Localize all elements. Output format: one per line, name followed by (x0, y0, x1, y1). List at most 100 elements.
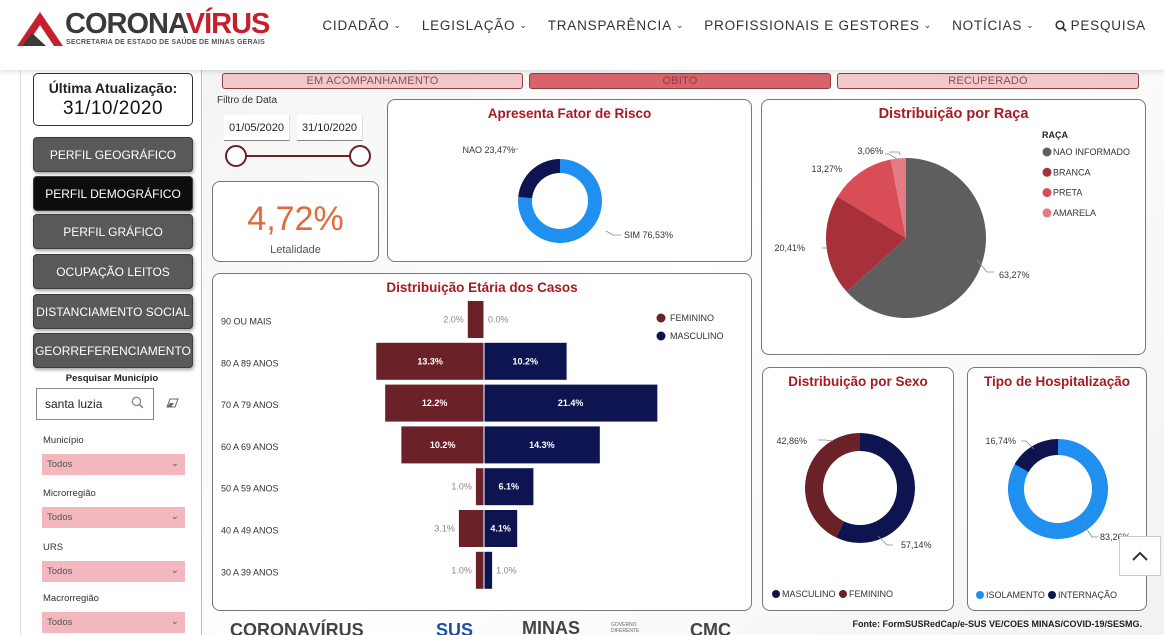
sex-legend-masculino: MASCULINO (782, 589, 836, 599)
age-category-label: 70 A 79 ANOS (221, 400, 279, 410)
filter-select-macrorregiao[interactable]: Todos ⌄ (42, 612, 185, 633)
legend-feminino-dot (839, 590, 847, 598)
race-slice-branca[interactable] (826, 196, 906, 292)
race-slice-amarela[interactable] (890, 158, 906, 238)
race-label-nao-informado: 63,27% (999, 270, 1030, 280)
perfil-geografico-button[interactable]: PERFIL GEOGRÁFICO (33, 137, 193, 172)
age-category-label: 60 A 69 ANOS (221, 442, 279, 452)
age-bar-masculino[interactable] (484, 342, 567, 380)
coronavirus-logo[interactable]: CORONAVÍRUS SECRETARIA DE ESTADO DE SAÚD… (16, 8, 286, 50)
distanciamento-social-button[interactable]: DISTANCIAMENTO SOCIAL (33, 294, 193, 329)
filter-value: Todos (47, 566, 73, 577)
age-bar-feminino[interactable] (475, 551, 484, 589)
footer-sus-logo: SUS (436, 620, 474, 635)
tab-recuperado[interactable]: RECUPERADO (837, 73, 1139, 89)
filter-select-microrregiao[interactable]: Todos ⌄ (42, 507, 185, 528)
municipio-search-input[interactable]: santa luzia (36, 388, 154, 420)
date-filter-label: Filtro de Data (217, 95, 278, 106)
age-value-feminino: 10.2% (430, 440, 456, 450)
sexo-card: Distribuição por Sexo 42,86% 57,14% MASC… (762, 367, 954, 611)
logo-subtitle: SECRETARIA DE ESTADO DE SAÚDE DE MINAS G… (66, 39, 266, 46)
filter-select-municipio[interactable]: Todos ⌄ (42, 454, 185, 475)
date-range-slider[interactable] (224, 144, 374, 168)
age-category-label: 90 OU MAIS (221, 317, 272, 327)
nav-legislacao[interactable]: LEGISLAÇÃO ⌄ (421, 18, 528, 33)
chevron-down-icon: ⌄ (923, 20, 933, 30)
age-value-feminino: 3.1% (434, 524, 455, 534)
filter-value: Todos (47, 512, 73, 523)
age-value-masculino: 21.4% (558, 398, 584, 408)
hosp-legend-isolamento: ISOLAMENTO (986, 590, 1045, 600)
filter-select-urs[interactable]: Todos ⌄ (42, 561, 185, 582)
risk-label-sim: SIM 76,53% (624, 230, 673, 240)
hosp-slice-internacao[interactable] (1014, 439, 1058, 473)
age-value-masculino: 10.2% (513, 356, 539, 366)
age-bar-masculino[interactable] (484, 426, 600, 464)
nav-profissionais[interactable]: PROFISSIONAIS E GESTORES ⌄ (704, 18, 933, 33)
raca-pie: 3,06% 13,27% 20,41% 63,27% RAÇA NAO INFO… (774, 130, 1130, 318)
logo-wordmark: CORONAVÍRUS (65, 8, 270, 40)
letalidade-value: 4,72% (247, 200, 344, 238)
hospitalizacao-card: Tipo de Hospitalização 16,74% 83,26% ISO… (967, 367, 1147, 611)
race-legend-dot (1042, 147, 1052, 157)
hosp-slice-isolamento[interactable] (1008, 439, 1108, 539)
chevron-down-icon: ⌄ (170, 458, 179, 469)
age-bar-masculino[interactable] (484, 468, 534, 506)
age-value-feminino: 2.0% (443, 315, 464, 325)
last-update-box: Última Atualização: 31/10/2020 (33, 73, 193, 126)
age-bar-feminino[interactable] (458, 510, 484, 547)
logo-triangle-icon (17, 12, 63, 46)
age-category-label: 40 A 49 ANOS (221, 526, 279, 536)
date-slider-start-handle[interactable] (225, 145, 247, 167)
age-bar-feminino[interactable] (401, 426, 484, 464)
age-value-feminino: 1.0% (451, 565, 472, 575)
tab-obito[interactable]: OBITO (529, 73, 831, 89)
race-slice-preta[interactable] (837, 159, 906, 238)
last-update-title: Última Atualização: (48, 80, 178, 96)
sex-slice-feminino[interactable] (805, 433, 860, 538)
etaria-card: Distribuição Etária dos Casos 90 OU MAIS… (212, 273, 752, 611)
scroll-to-top-button[interactable] (1119, 536, 1161, 576)
last-update-date: 31/10/2020 (62, 98, 164, 119)
date-end-input[interactable]: 31/10/2020 (297, 115, 363, 141)
age-value-masculino: 14.3% (529, 440, 555, 450)
age-bar-masculino[interactable] (484, 510, 518, 547)
race-legend-dot (1042, 188, 1052, 198)
race-legend-label: NAO INFORMADO (1053, 147, 1130, 157)
date-start-input[interactable]: 01/05/2020 (224, 115, 290, 141)
age-bar-feminino[interactable] (385, 384, 484, 422)
search-icon[interactable] (131, 396, 144, 409)
nav-transparencia[interactable]: TRANSPARÊNCIA ⌄ (547, 18, 685, 33)
nav-cidadao[interactable]: CIDADÃO ⌄ (322, 18, 402, 33)
perfil-demografico-button[interactable]: PERFIL DEMOGRÁFICO (33, 176, 193, 211)
age-value-masculino: 4.1% (490, 524, 511, 534)
risk-slice-sim[interactable] (518, 159, 602, 243)
chevron-down-icon: ⌄ (170, 616, 179, 627)
age-bar-feminino[interactable] (475, 468, 484, 506)
age-bar-feminino[interactable] (467, 301, 484, 338)
ocupacao-leitos-button[interactable]: OCUPAÇÃO LEITOS (33, 254, 193, 289)
nav-noticias[interactable]: NOTÍCIAS ⌄ (952, 18, 1035, 33)
tab-em-acompanhamento[interactable]: EM ACOMPANHAMENTO (222, 73, 523, 89)
legend-internacao-dot (1048, 591, 1056, 599)
fator-risco-donut: NAO 23,47% SIM 76,53% (462, 145, 673, 243)
eraser-icon[interactable] (166, 398, 179, 408)
nav-search[interactable]: PESQUISA (1054, 18, 1146, 33)
risk-slice-nao[interactable] (518, 159, 560, 199)
letalidade-card: 4,72% Letalidade (212, 181, 379, 262)
sex-slice-masculino[interactable] (836, 433, 915, 543)
age-bar-masculino[interactable] (484, 384, 658, 422)
age-bar-feminino[interactable] (376, 342, 484, 380)
date-slider-end-handle[interactable] (349, 145, 371, 167)
raca-card: Distribuição por Raça 3,06% 13,27% 20,41… (761, 99, 1146, 355)
legend-isolamento-dot (976, 591, 984, 599)
sex-label-feminino: 42,86% (776, 436, 807, 446)
raca-title: Distribuição por Raça (878, 106, 1029, 122)
age-bar-masculino[interactable] (484, 551, 493, 589)
sex-label-masculino: 57,14% (901, 540, 932, 550)
georreferenciamento-button[interactable]: GEORREFERENCIAMENTO (33, 333, 193, 368)
sexo-title: Distribuição por Sexo (788, 374, 928, 389)
fator-risco-title: Apresenta Fator de Risco (487, 106, 652, 121)
perfil-grafico-button[interactable]: PERFIL GRÁFICO (33, 214, 193, 249)
race-slice-nao-informado[interactable] (846, 158, 986, 318)
